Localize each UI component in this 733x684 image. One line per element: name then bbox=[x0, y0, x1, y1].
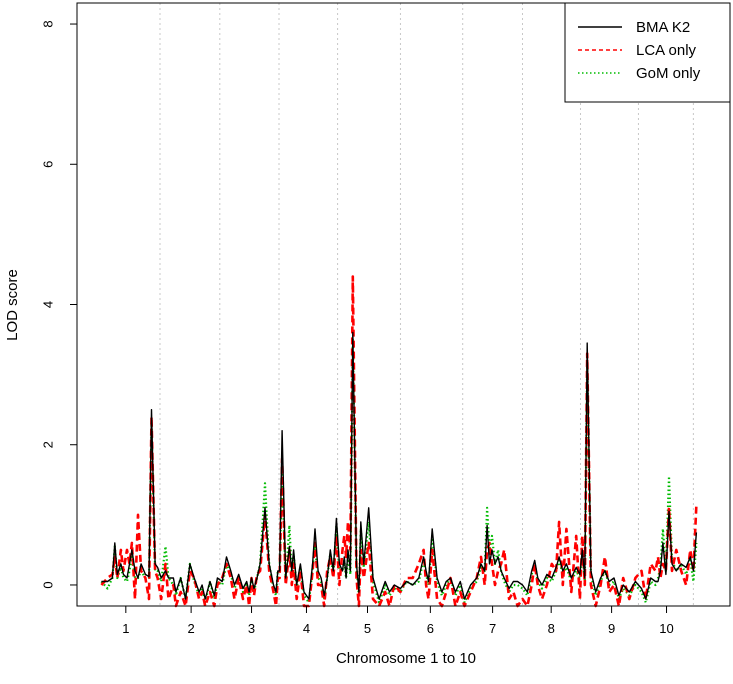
x-tick-label: 7 bbox=[489, 621, 496, 636]
y-tick-label: 0 bbox=[40, 581, 55, 588]
legend: BMA K2 LCA only GoM only bbox=[564, 2, 731, 103]
x-tick-label: 10 bbox=[659, 621, 673, 636]
y-tick-label: 8 bbox=[40, 20, 55, 27]
x-axis-title: Chromosome 1 to 10 bbox=[336, 650, 476, 667]
series-lines bbox=[100, 275, 698, 608]
y-tick-label: 6 bbox=[40, 161, 55, 168]
legend-box bbox=[564, 2, 731, 103]
x-tick-label: 6 bbox=[427, 621, 434, 636]
legend-label-1: LCA only bbox=[636, 42, 697, 59]
series-line-0 bbox=[101, 331, 698, 600]
x-tick-label: 5 bbox=[364, 621, 371, 636]
legend-label-2: GoM only bbox=[636, 65, 701, 82]
y-tick-label: 2 bbox=[40, 441, 55, 448]
series-line-2 bbox=[100, 338, 698, 604]
series-line-1 bbox=[100, 275, 698, 608]
x-tick-label: 1 bbox=[122, 621, 129, 636]
y-axis: 0 2 4 6 8 bbox=[40, 20, 77, 589]
x-tick-label: 9 bbox=[608, 621, 615, 636]
grid-lines bbox=[159, 3, 694, 606]
y-tick-label: 4 bbox=[40, 301, 55, 308]
x-tick-label: 8 bbox=[548, 621, 555, 636]
x-tick-label: 3 bbox=[248, 621, 255, 636]
x-axis: 1 2 3 4 5 6 7 8 9 10 bbox=[122, 606, 674, 636]
legend-label-0: BMA K2 bbox=[636, 19, 690, 36]
x-tick-label: 4 bbox=[303, 621, 310, 636]
y-axis-title: LOD score bbox=[4, 269, 21, 341]
x-tick-label: 2 bbox=[188, 621, 195, 636]
